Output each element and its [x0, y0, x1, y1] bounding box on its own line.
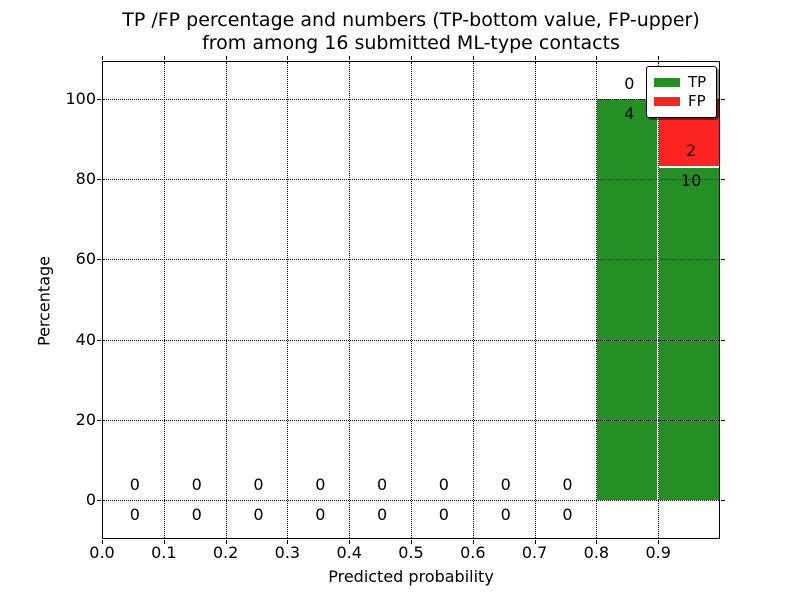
- x-tick-label: 0.8: [583, 543, 610, 562]
- annotation-fp-count: 0: [315, 475, 326, 494]
- fp-swatch-icon: [654, 97, 680, 106]
- gridline-vertical: [658, 62, 660, 538]
- y-tick-label: 0: [85, 490, 96, 509]
- gridline-vertical: [225, 62, 227, 538]
- y-tickmark-left: [97, 99, 101, 100]
- x-tickmark-bottom: [472, 540, 474, 544]
- y-tickmark-right: [721, 419, 725, 421]
- x-tickmark-top: [411, 56, 412, 60]
- annotation-fp-count: 0: [438, 475, 449, 494]
- x-tickmark-bottom: [349, 540, 351, 544]
- annotation-fp-count: 2: [686, 140, 697, 160]
- x-tickmark-bottom: [287, 540, 289, 544]
- y-tickmark-left: [97, 419, 101, 421]
- gridline-vertical: [349, 62, 351, 538]
- annotation-tp-count: 0: [562, 505, 573, 524]
- annotation-tp-count: 0: [129, 505, 140, 524]
- x-tickmark-top: [534, 56, 536, 60]
- y-tick-label: 80: [75, 169, 96, 189]
- y-tick-label: 20: [75, 409, 96, 429]
- gridline-vertical: [596, 62, 598, 538]
- x-tickmark-top: [225, 56, 227, 60]
- y-tickmark-right: [721, 259, 725, 261]
- x-tickmark-bottom: [658, 540, 660, 544]
- annotation-tp-count: 0: [315, 505, 326, 524]
- y-tickmark-right: [721, 339, 725, 341]
- x-tick-label: 0.5: [398, 543, 424, 562]
- y-tickmark-left: [97, 339, 101, 341]
- x-tickmark-bottom: [411, 540, 412, 544]
- y-tick-label: 40: [75, 329, 96, 349]
- annotation-tp-count: 0: [253, 505, 264, 524]
- x-tickmark-top: [596, 56, 598, 60]
- y-tickmark-left: [97, 259, 101, 261]
- gridline-vertical: [163, 62, 165, 538]
- x-tick-label: 0.2: [212, 543, 239, 562]
- chart-title: TP /FP percentage and numbers (TP-bottom…: [102, 9, 720, 55]
- annotation-tp-count: 10: [680, 170, 702, 190]
- chart-title-line1: TP /FP percentage and numbers (TP-bottom…: [122, 9, 700, 31]
- annotation-tp-count: 0: [191, 505, 202, 524]
- y-tick-label: 60: [75, 249, 96, 269]
- annotation-tp-count: 0: [438, 505, 449, 524]
- gridline-vertical: [411, 62, 412, 538]
- legend-label-tp: TP: [688, 73, 707, 91]
- annotation-fp-count: 0: [562, 475, 573, 494]
- annotation-tp-count: 0: [500, 505, 511, 524]
- x-tickmark-top: [102, 56, 103, 60]
- gridline-horizontal: [103, 99, 719, 100]
- annotation-fp-count: 0: [191, 475, 202, 494]
- x-tickmark-bottom: [225, 540, 227, 544]
- annotation-fp-count: 0: [500, 475, 511, 494]
- legend-item-fp: FP: [654, 93, 709, 110]
- x-tickmark-top: [287, 56, 289, 60]
- bar-tp: [597, 99, 657, 500]
- gridline-vertical: [534, 62, 536, 538]
- x-tick-label: 0.6: [460, 543, 486, 562]
- y-tickmark-right: [721, 500, 725, 501]
- y-tickmark-left: [97, 179, 101, 181]
- x-tick-label: 0.9: [645, 543, 671, 562]
- gridline-horizontal: [103, 339, 719, 341]
- y-tickmark-right: [721, 99, 725, 100]
- gridline-horizontal: [103, 179, 719, 181]
- chart-title-line2: from among 16 submitted ML-type contacts: [202, 32, 620, 54]
- x-tickmark-bottom: [534, 540, 536, 544]
- x-tickmark-bottom: [102, 540, 103, 544]
- x-tick-label: 0.0: [89, 543, 115, 562]
- gridline-vertical: [472, 62, 474, 538]
- annotation-fp-count: 0: [377, 475, 388, 494]
- gridline-horizontal: [103, 259, 719, 261]
- y-tickmark-left: [97, 500, 101, 501]
- plot-area: 0 0 0 0 0 0 0 0 0 0 0 0 0 0 0 0 0 4 2 10: [102, 61, 720, 539]
- y-tickmark-right: [721, 179, 725, 181]
- gridline-horizontal: [103, 500, 719, 501]
- legend-item-tp: TP: [654, 74, 709, 91]
- x-axis-label: Predicted probability: [328, 567, 494, 586]
- x-tickmark-bottom: [596, 540, 598, 544]
- gridline-horizontal: [103, 419, 719, 421]
- legend-label-fp: FP: [688, 92, 706, 110]
- x-tickmark-top: [349, 56, 351, 60]
- annotation-fp-count: 0: [624, 74, 635, 93]
- annotation-tp-count: 0: [377, 505, 388, 524]
- x-tick-label: 0.1: [151, 543, 177, 562]
- x-tickmark-bottom: [163, 540, 165, 544]
- bar-tp: [659, 165, 720, 500]
- annotation-tp-count: 4: [624, 104, 635, 123]
- x-tick-label: 0.4: [336, 543, 362, 562]
- legend: TP FP: [646, 66, 717, 118]
- x-tickmark-top: [472, 56, 474, 60]
- y-tick-label: 100: [65, 89, 96, 108]
- annotation-fp-count: 0: [253, 475, 264, 494]
- x-tickmark-top: [163, 56, 165, 60]
- x-tickmark-top: [658, 56, 660, 60]
- x-tick-label: 0.7: [521, 543, 548, 562]
- tp-swatch-icon: [654, 78, 680, 87]
- x-tick-label: 0.3: [274, 543, 301, 562]
- annotation-fp-count: 0: [129, 475, 140, 494]
- gridline-vertical: [287, 62, 289, 538]
